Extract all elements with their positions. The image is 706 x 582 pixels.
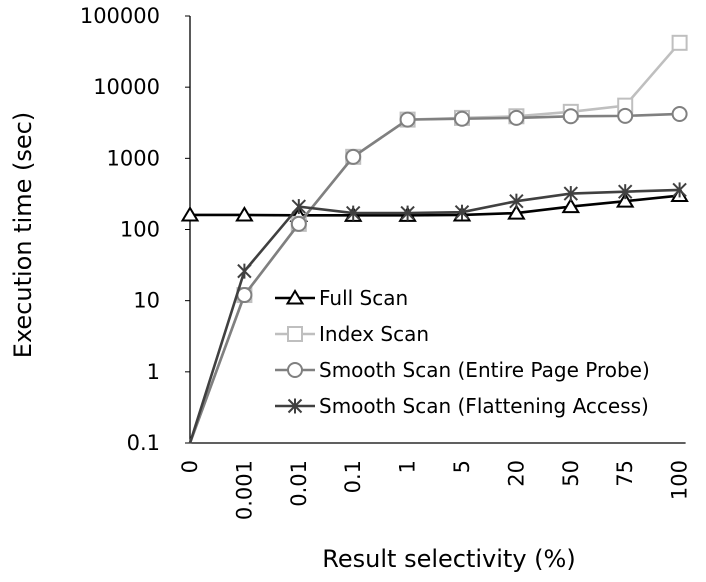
x-tick-label: 20 (504, 460, 528, 487)
legend-label: Smooth Scan (Entire Page Probe) (319, 358, 650, 382)
data-point (617, 107, 634, 124)
y-axis-title: Execution time (sec) (9, 112, 37, 358)
data-point (454, 204, 470, 220)
data-point (671, 105, 688, 122)
legend: Full Scan Index Scan Smooth Scan (Entire P… (275, 286, 650, 418)
legend-item: Full Scan (275, 286, 408, 310)
x-tick-label: 5 (450, 460, 474, 473)
legend-marker (287, 362, 303, 378)
legend-label: Smooth Scan (Flattening Access) (319, 394, 649, 418)
x-tick-label: 75 (613, 460, 637, 487)
y-tick-label: 10000 (93, 75, 160, 99)
y-tick-labels: 0.1 1 10 100 1000 10000 100000 (80, 4, 160, 455)
x-tick-label: 0 (178, 460, 202, 473)
legend-item: Index Scan (275, 322, 429, 346)
data-point (561, 197, 581, 214)
data-point (345, 148, 362, 165)
data-point (180, 206, 200, 222)
series-4 (188, 182, 687, 444)
x-axis-title: Result selectivity (%) (322, 545, 575, 573)
y-tick-label: 10 (133, 289, 160, 313)
y-tick-label: 100 (120, 218, 160, 242)
series-1 (180, 186, 689, 222)
legend-label: Index Scan (319, 322, 429, 346)
data-point (291, 199, 307, 215)
x-tick-labels: 0 0.001 0.01 0.1 1 5 20 50 75 100 (178, 460, 692, 520)
series-line (188, 112, 680, 444)
data-point (562, 108, 579, 125)
legend-marker (285, 289, 305, 305)
data-point (508, 109, 525, 126)
y-tick-label: 100000 (80, 4, 160, 28)
data-point (454, 110, 470, 127)
series-group (180, 34, 689, 444)
series-line (190, 194, 680, 217)
x-tick-label: 0.001 (232, 460, 256, 520)
legend-item: Smooth Scan (Entire Page Probe) (275, 358, 650, 382)
x-tick-label: 50 (559, 460, 583, 487)
data-point (235, 206, 254, 222)
x-tick-label: 0.1 (341, 460, 365, 493)
x-tick-label: 0.01 (287, 460, 311, 507)
data-point (615, 192, 635, 208)
data-point (237, 263, 252, 279)
legend-label: Full Scan (319, 286, 408, 310)
series-line (188, 188, 680, 444)
data-point (617, 184, 633, 200)
y-tick-label: 1000 (107, 146, 160, 170)
data-point (509, 193, 524, 209)
data-point (672, 182, 687, 198)
legend-item: Smooth Scan (Flattening Access) (275, 394, 649, 418)
x-tick-label: 100 (668, 460, 692, 500)
axes (185, 15, 686, 444)
series-line (188, 41, 681, 444)
data-point (671, 34, 688, 51)
data-point (345, 205, 361, 221)
y-tick-label: 1 (147, 360, 160, 384)
data-point (400, 205, 415, 221)
legend-marker (287, 398, 303, 414)
y-tick-label: 0.1 (127, 431, 160, 455)
data-point (399, 111, 416, 128)
data-point (507, 204, 526, 220)
data-point (563, 186, 579, 202)
data-point (290, 215, 307, 232)
x-tick-label: 1 (396, 460, 420, 473)
series-3 (188, 105, 688, 444)
legend-marker (287, 326, 303, 342)
